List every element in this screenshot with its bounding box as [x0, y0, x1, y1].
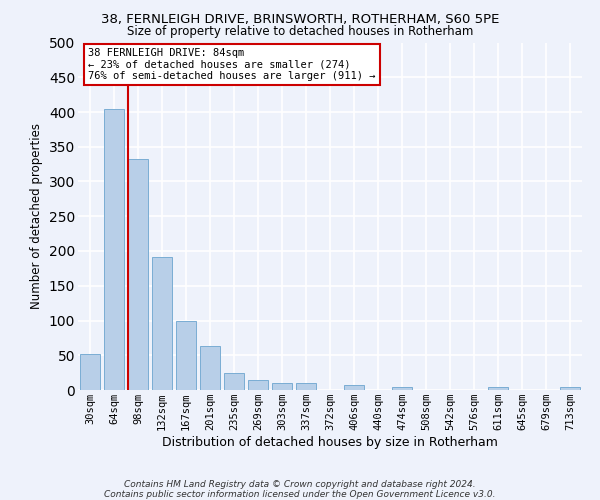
Bar — [104, 108, 124, 390]
Bar — [296, 383, 316, 390]
Bar — [176, 321, 196, 390]
Text: Size of property relative to detached houses in Rotherham: Size of property relative to detached ho… — [127, 25, 473, 38]
X-axis label: Distribution of detached houses by size in Rotherham: Distribution of detached houses by size … — [162, 436, 498, 449]
Bar — [392, 386, 412, 390]
Bar — [272, 383, 292, 390]
Y-axis label: Number of detached properties: Number of detached properties — [30, 123, 43, 309]
Bar — [80, 354, 100, 390]
Bar — [488, 386, 508, 390]
Text: Contains HM Land Registry data © Crown copyright and database right 2024.: Contains HM Land Registry data © Crown c… — [124, 480, 476, 489]
Bar — [344, 385, 364, 390]
Bar — [224, 372, 244, 390]
Bar — [200, 346, 220, 390]
Bar — [248, 380, 268, 390]
Text: 38 FERNLEIGH DRIVE: 84sqm
← 23% of detached houses are smaller (274)
76% of semi: 38 FERNLEIGH DRIVE: 84sqm ← 23% of detac… — [88, 48, 376, 81]
Text: 38, FERNLEIGH DRIVE, BRINSWORTH, ROTHERHAM, S60 5PE: 38, FERNLEIGH DRIVE, BRINSWORTH, ROTHERH… — [101, 12, 499, 26]
Text: Contains public sector information licensed under the Open Government Licence v3: Contains public sector information licen… — [104, 490, 496, 499]
Bar — [152, 256, 172, 390]
Bar — [128, 158, 148, 390]
Bar — [560, 386, 580, 390]
